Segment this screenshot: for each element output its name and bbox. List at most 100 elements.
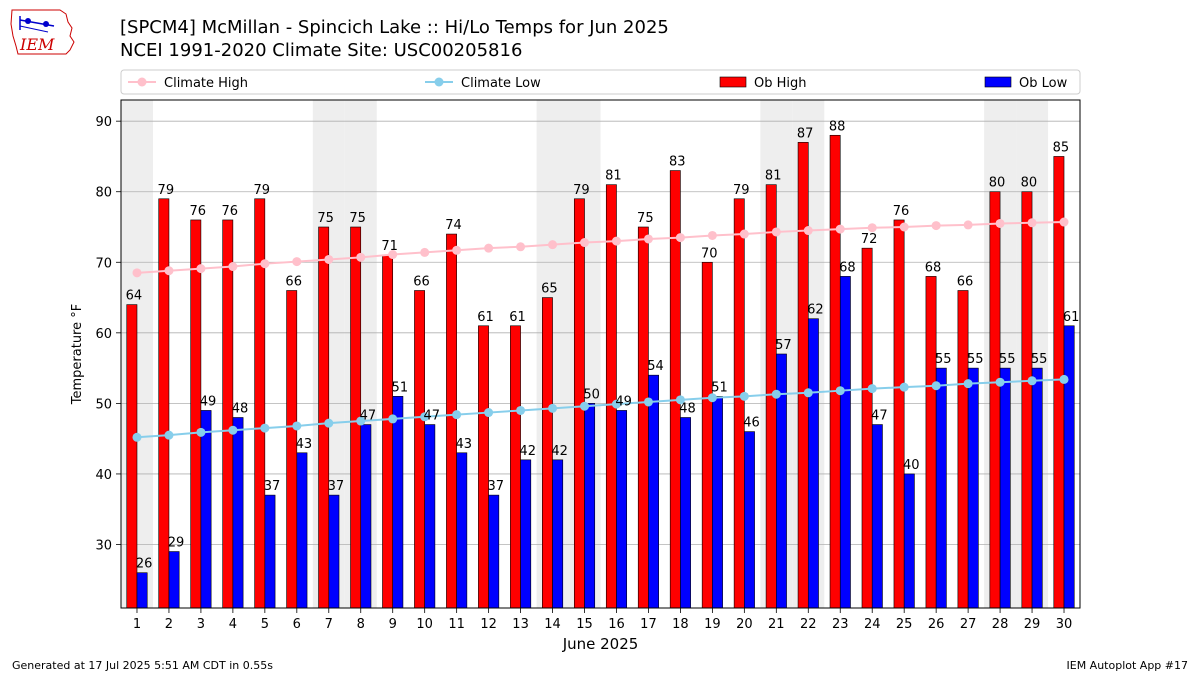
ob-low-label: 55 — [967, 352, 984, 367]
ob-high-bar — [861, 247, 873, 609]
ob-low-bar — [264, 494, 276, 609]
climate-low-point — [899, 382, 909, 392]
ob-low-label: 37 — [328, 479, 345, 494]
ob-high-bar — [989, 191, 1001, 609]
legend-climate-high-marker — [137, 77, 147, 87]
ob-high-label: 68 — [925, 260, 942, 275]
ob-low-bar — [232, 417, 244, 609]
ob-high-bar — [382, 254, 394, 609]
x-tick-label: 16 — [608, 617, 625, 632]
x-tick-label: 8 — [357, 617, 365, 632]
ob-low-bar — [967, 367, 979, 609]
x-tick-label: 6 — [293, 617, 301, 632]
ob-low-label: 55 — [999, 352, 1016, 367]
ob-high-label: 80 — [1021, 176, 1038, 191]
ob-low-label: 47 — [424, 409, 441, 424]
ob-low-bar — [1063, 325, 1075, 609]
ob-low-label: 29 — [168, 536, 185, 551]
climate-low-line — [136, 378, 1065, 439]
ob-high-bar — [510, 325, 521, 609]
ob-low-label: 49 — [200, 394, 217, 409]
ob-low-bar — [839, 276, 851, 609]
ob-low-bar — [168, 551, 180, 609]
climate-low-point — [420, 412, 430, 422]
ob-low-bar — [488, 494, 500, 609]
ob-high-label: 71 — [381, 239, 398, 254]
ob-high-label: 61 — [477, 310, 494, 325]
ob-high-label: 81 — [605, 169, 622, 184]
climate-low-point — [132, 432, 142, 442]
climate-high-point — [388, 250, 398, 260]
svg-text:IEM: IEM — [19, 35, 55, 54]
ob-low-bar — [328, 494, 340, 609]
climate-high-point — [611, 236, 621, 246]
ob-low-bar — [744, 431, 755, 609]
app-label: IEM Autoplot App #17 — [1066, 659, 1189, 672]
climate-high-point — [867, 223, 877, 233]
ob-high-label: 79 — [253, 183, 270, 198]
chart-title: [SPCM4] McMillan - Spincich Lake :: Hi/L… — [120, 17, 669, 38]
ob-low-bar — [360, 424, 372, 609]
climate-high-point — [132, 268, 142, 278]
ob-high-label: 76 — [221, 204, 238, 219]
ob-low-label: 46 — [743, 416, 760, 431]
x-tick-label: 12 — [480, 617, 497, 632]
x-tick-label: 10 — [416, 617, 433, 632]
y-tick-label: 30 — [95, 539, 112, 554]
climate-low-point — [484, 408, 494, 418]
climate-high-point — [196, 264, 206, 274]
ob-low-bar — [648, 374, 659, 609]
climate-high-point — [835, 224, 845, 234]
x-tick-label: 20 — [736, 617, 753, 632]
climate-high-point — [1027, 218, 1037, 228]
climate-low-point — [292, 421, 302, 431]
ob-low-label: 26 — [136, 557, 153, 572]
legend-climate-high-label: Climate High — [164, 76, 248, 91]
y-tick-label: 40 — [95, 468, 112, 483]
ob-low-bar — [807, 318, 819, 609]
climate-high-point — [707, 230, 717, 240]
climate-high-point — [931, 221, 941, 231]
ob-high-label: 72 — [861, 232, 878, 247]
climate-low-point — [260, 423, 270, 433]
ob-low-label: 48 — [232, 402, 249, 417]
ob-high-label: 79 — [733, 183, 750, 198]
ob-high-bar — [797, 142, 809, 609]
x-tick-label: 23 — [832, 617, 849, 632]
climate-low-point — [324, 418, 334, 428]
x-tick-label: 29 — [1024, 617, 1041, 632]
x-tick-label: 2 — [165, 617, 173, 632]
climate-high-point — [675, 233, 685, 243]
climate-high-point — [963, 220, 973, 230]
y-tick-label: 90 — [95, 115, 112, 130]
ob-low-label: 51 — [392, 380, 409, 395]
ob-low-bar — [903, 473, 915, 609]
climate-low-point — [1027, 376, 1037, 386]
climate-low-point — [548, 403, 558, 413]
ob-high-label: 76 — [190, 204, 207, 219]
x-axis-label: June 2025 — [562, 635, 639, 653]
ob-low-label: 49 — [615, 394, 632, 409]
ob-high-label: 87 — [797, 126, 814, 141]
climate-high-point — [260, 259, 270, 269]
climate-low-point — [739, 391, 749, 401]
ob-high-bar — [829, 134, 841, 609]
chart-subtitle: NCEI 1991-2020 Climate Site: USC00205816 — [120, 40, 523, 61]
x-tick-label: 14 — [544, 617, 561, 632]
climate-high-point — [516, 242, 526, 252]
ob-low-label: 50 — [583, 387, 600, 402]
ob-high-bar — [446, 233, 457, 609]
ob-low-bar — [871, 424, 883, 609]
climate-low-point — [995, 377, 1005, 387]
ob-high-bar — [733, 198, 745, 609]
ob-high-bar — [637, 226, 649, 609]
ob-low-bar — [424, 424, 436, 609]
ob-low-label: 62 — [807, 303, 824, 318]
ob-low-label: 57 — [775, 338, 792, 353]
ob-low-label: 37 — [487, 479, 504, 494]
ob-high-label: 79 — [573, 183, 590, 198]
ob-low-label: 37 — [264, 479, 281, 494]
ob-low-bar — [200, 410, 212, 609]
ob-low-bar — [1031, 367, 1043, 609]
